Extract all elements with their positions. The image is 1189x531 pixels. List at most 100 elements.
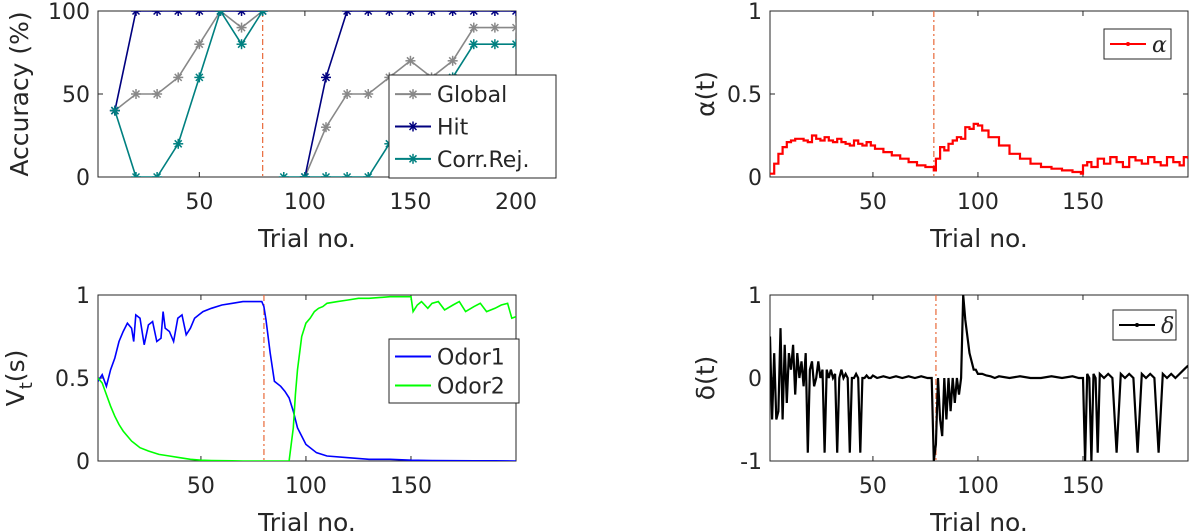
legend: Global Hit Corr.Rej.: [388, 74, 557, 179]
legend-label: Hit: [437, 116, 469, 141]
data-point-Global: [321, 122, 331, 133]
legend-label: α: [1152, 33, 1167, 58]
legend-label: Odor1: [437, 346, 505, 371]
y-tick-label: 0: [76, 450, 90, 475]
x-axis-label: Trial no.: [929, 224, 1028, 253]
data-point-Hit: [384, 11, 395, 16]
x-tick-label: 50: [187, 474, 215, 499]
legend-marker: [408, 121, 418, 132]
x-tick-label: 150: [1062, 474, 1104, 499]
x-tick-label: 50: [859, 474, 887, 499]
data-point-Hit: [236, 11, 247, 16]
x-tick-label: 100: [285, 474, 327, 499]
data-point-Global: [447, 55, 458, 66]
y-tick-label: 0: [748, 367, 762, 392]
data-point-Global: [489, 22, 500, 33]
x-tick-label: 150: [389, 190, 431, 215]
legend: α: [1103, 28, 1172, 60]
x-tick-label: 50: [859, 190, 887, 215]
plot-area: [770, 11, 1188, 177]
data-point-Corr.Rej.: [511, 39, 516, 50]
panel-accuracy: 50 100 150 200 0 50 100 Trial no. Accuracy (%) Gl…: [5, 0, 557, 253]
legend-marker: [408, 153, 418, 164]
y-tick-label: -1: [740, 450, 762, 475]
data-point-Hit: [489, 11, 500, 16]
data-point-Corr.Rej.: [173, 138, 184, 149]
legend-box: [388, 338, 520, 404]
data-point-Global: [363, 89, 374, 99]
y-tick-label: 0.5: [55, 367, 90, 392]
data-point-Corr.Rej.: [468, 39, 479, 50]
y-tick-label: 1: [748, 0, 762, 25]
series-line-δ: [770, 295, 1188, 461]
data-point-Corr.Rej.: [152, 172, 163, 177]
data-point-Hit: [447, 11, 458, 16]
data-point-Hit: [468, 11, 479, 16]
data-point-Corr.Rej.: [321, 172, 331, 177]
data-point-Corr.Rej.: [236, 39, 247, 50]
data-point-Corr.Rej.: [257, 11, 268, 16]
x-tick-label: 100: [957, 474, 999, 499]
data-point-Global: [173, 72, 184, 83]
legend-label: Corr.Rej.: [437, 148, 529, 173]
y-tick-label: 1: [748, 284, 762, 309]
data-point-Corr.Rej.: [299, 172, 310, 177]
data-point-Hit: [173, 11, 184, 16]
data-point-Corr.Rej.: [363, 172, 374, 177]
data-point-Corr.Rej.: [342, 172, 353, 177]
data-point-Global: [236, 22, 247, 33]
series-line-Odor1: [98, 300, 516, 461]
y-tick-label: 100: [48, 0, 90, 25]
data-point-Corr.Rej.: [109, 105, 120, 116]
x-tick-label: 150: [1062, 190, 1104, 215]
panel-values: 50 100 150 0 0.5 1 Trial no. Vt(s) Odor1 Odor2: [1, 284, 520, 531]
data-point-Corr.Rej.: [215, 11, 226, 16]
plot-area: [98, 295, 516, 461]
legend: δ: [1112, 309, 1177, 341]
data-point-Hit: [194, 11, 205, 16]
data-point-Corr.Rej.: [278, 172, 289, 177]
data-point-Global: [511, 22, 516, 33]
data-point-Global: [194, 39, 205, 50]
y-axis-label: δ(t): [691, 356, 720, 401]
plot-area: [770, 295, 1188, 461]
data-point-Corr.Rej.: [489, 39, 500, 50]
data-point-Hit: [363, 11, 374, 16]
series-line-Hit: [304, 11, 516, 177]
x-axis-label: Trial no.: [257, 224, 356, 253]
legend-label: Global: [437, 83, 507, 108]
y-axis-label: Accuracy (%): [5, 11, 34, 176]
series-line-Odor2: [98, 295, 516, 461]
data-point-Global: [131, 89, 141, 99]
data-point-Hit: [131, 11, 141, 16]
legend-box: [388, 74, 557, 179]
data-point-Corr.Rej.: [131, 172, 141, 177]
legend: Odor1 Odor2: [388, 338, 520, 404]
legend-label: δ: [1161, 314, 1174, 339]
data-point-Hit: [342, 11, 353, 16]
data-point-Global: [405, 55, 416, 66]
data-point-Hit: [511, 11, 516, 16]
panel-alpha: 50 100 150 0 0.5 1 Trial no. α(t) α: [691, 0, 1189, 253]
legend-marker: [408, 89, 418, 100]
y-axis-label: α(t): [691, 71, 720, 117]
y-tick-label: 1: [76, 284, 90, 309]
data-point-Corr.Rej.: [194, 72, 205, 83]
x-tick-label: 100: [284, 190, 326, 215]
y-tick-label: 0: [748, 166, 762, 191]
x-tick-label: 50: [185, 190, 213, 215]
y-axis-label: Vt(s): [1, 350, 37, 407]
y-tick-label: 50: [62, 83, 90, 108]
data-point-Global: [152, 89, 163, 99]
x-tick-label: 200: [495, 190, 537, 215]
series-line-Corr.Rej.: [114, 11, 264, 177]
panel-delta: 50 100 150 -1 0 1 Trial no. δ(t) δ: [691, 284, 1189, 531]
data-point-Hit: [426, 11, 437, 16]
data-point-Global: [342, 89, 353, 99]
x-tick-label: 150: [390, 474, 432, 499]
legend-label: Odor2: [437, 375, 505, 400]
series-line-α: [770, 122, 1188, 175]
data-point-Hit: [405, 11, 416, 16]
x-tick-label: 100: [957, 190, 999, 215]
